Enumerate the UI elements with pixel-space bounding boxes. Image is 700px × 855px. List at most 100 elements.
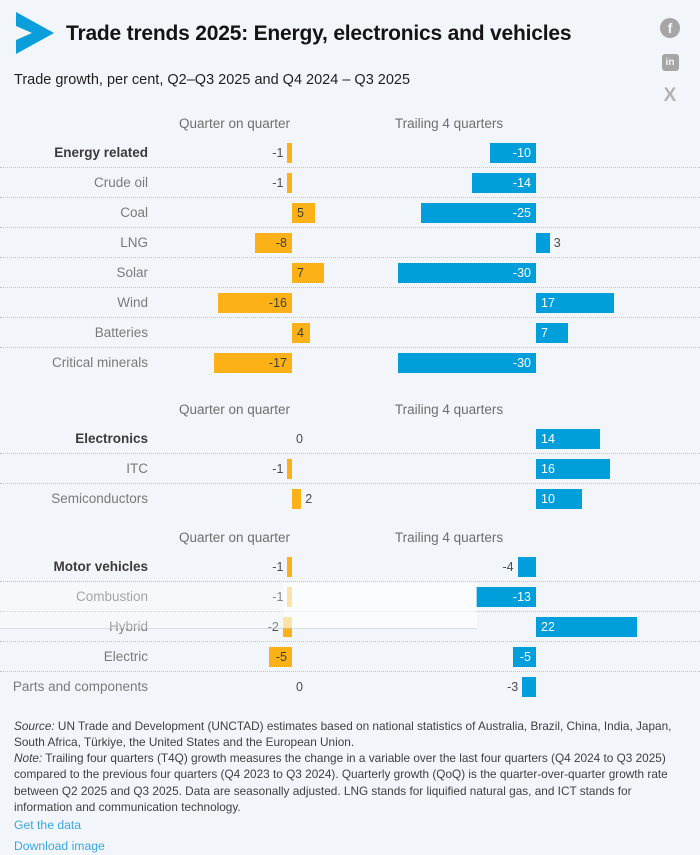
t4q-bar[interactable] (536, 323, 569, 343)
qoq-bar[interactable] (213, 353, 292, 373)
qoq-value-label: -8 (275, 236, 287, 250)
qoq-bar[interactable] (292, 203, 315, 223)
t4q-value-label: -13 (512, 590, 531, 604)
t4q-bar[interactable] (398, 263, 536, 283)
qoq-value-label: -1 (272, 176, 284, 190)
footer-links: Get the data Download image (14, 815, 692, 855)
qoq-bar[interactable] (269, 647, 292, 667)
qoq-value-label: -1 (272, 560, 284, 574)
t4q-value-label: 16 (541, 462, 555, 476)
category-label: Semiconductors (51, 491, 148, 506)
t4q-value-label: -4 (502, 560, 514, 574)
method-note: Note: Trailing four quarters (T4Q) growt… (14, 751, 668, 814)
column-headers: Quarter on quarter Trailing 4 quarters (0, 526, 700, 552)
t4q-bar[interactable] (536, 293, 615, 313)
t4q-value-label: -30 (512, 356, 531, 370)
chart-row: Energy related -1 -10 (0, 138, 700, 168)
chart-row: LNG -8 3 (0, 228, 700, 258)
category-label: Batteries (94, 325, 148, 340)
t4q-value-label: -30 (512, 266, 531, 280)
qoq-value-label: 5 (297, 206, 304, 220)
chart-row: Wind -16 17 (0, 288, 700, 318)
category-label: Solar (116, 265, 148, 280)
column-header-trailing-4-quarters: Trailing 4 quarters (394, 530, 504, 545)
t4q-value-label: -25 (512, 206, 531, 220)
qoq-value-label: -17 (268, 356, 287, 370)
qoq-value-label: -2 (267, 620, 279, 634)
t4q-bar[interactable] (522, 677, 536, 697)
t4q-bar[interactable] (471, 173, 536, 193)
chart-row: ITC -1 16 (0, 454, 700, 484)
category-label: ITC (126, 461, 148, 476)
t4q-bar[interactable] (517, 557, 536, 577)
category-label: Electronics (75, 431, 148, 446)
page-title: Trade trends 2025: Energy, electronics a… (66, 22, 572, 45)
qoq-bar[interactable] (287, 143, 292, 163)
t4q-value-label: 22 (541, 620, 555, 634)
category-label: Electric (103, 649, 148, 664)
qoq-value-label: 0 (296, 432, 303, 446)
category-label: Motor vehicles (53, 559, 148, 574)
t4q-bar[interactable] (513, 647, 536, 667)
column-header-quarter-on-quarter: Quarter on quarter (178, 530, 290, 545)
note-label: Note: (14, 751, 43, 766)
chart-row: Electric -5 -5 (0, 642, 700, 672)
get-the-data-link[interactable]: Get the data (14, 817, 82, 832)
category-label: Hybrid (108, 619, 148, 634)
t4q-bar[interactable] (490, 143, 536, 163)
linkedin-icon[interactable]: in (661, 54, 679, 71)
t4q-bar[interactable] (398, 353, 536, 373)
facebook-icon[interactable]: f (660, 18, 680, 38)
column-header-trailing-4-quarters: Trailing 4 quarters (394, 402, 504, 417)
t4q-bar[interactable] (536, 459, 610, 479)
qoq-bar[interactable] (282, 617, 292, 637)
t4q-value-label: -14 (512, 176, 531, 190)
chart-row: Solar 7 -30 (0, 258, 700, 288)
chart-section: Quarter on quarter Trailing 4 quarters Mot… (0, 526, 700, 702)
qoq-value-label: -16 (268, 296, 287, 310)
qoq-bar[interactable] (287, 459, 292, 479)
chart-section: Quarter on quarter Trailing 4 quarters Ene… (0, 112, 700, 378)
qoq-value-label: -1 (272, 146, 284, 160)
chart-row: Critical minerals -17 -30 (0, 348, 700, 378)
category-label: Crude oil (93, 175, 148, 190)
t4q-bar[interactable] (476, 587, 536, 607)
t4q-value-label: 10 (541, 492, 555, 506)
column-headers: Quarter on quarter Trailing 4 quarters (0, 398, 700, 424)
t4q-value-label: -3 (507, 680, 519, 694)
qoq-bar[interactable] (287, 587, 292, 607)
chart-row: Electronics 0 14 (0, 424, 700, 454)
column-header-quarter-on-quarter: Quarter on quarter (178, 116, 290, 131)
x-twitter-icon[interactable]: X (663, 85, 677, 106)
t4q-bar[interactable] (536, 233, 550, 253)
qoq-value-label: 0 (296, 680, 303, 694)
qoq-bar[interactable] (287, 173, 292, 193)
t4q-bar[interactable] (536, 489, 582, 509)
t4q-value-label: 7 (541, 326, 548, 340)
chart-row: Crude oil -1 -14 (0, 168, 700, 198)
category-label: Critical minerals (51, 355, 148, 370)
t4q-value-label: 3 (553, 236, 561, 250)
category-label: Parts and components (12, 679, 148, 694)
category-label: Coal (120, 205, 148, 220)
t4q-bar[interactable] (536, 617, 638, 637)
t4q-bar[interactable] (421, 203, 536, 223)
qoq-bar[interactable] (255, 233, 292, 253)
qoq-bar[interactable] (292, 323, 311, 343)
download-image-link[interactable]: Download image (14, 838, 105, 853)
qoq-value-label: 4 (297, 326, 304, 340)
qoq-value-label: 2 (305, 492, 313, 506)
source-note: Source: UN Trade and Development (UNCTAD… (14, 719, 672, 750)
qoq-bar[interactable] (287, 557, 292, 577)
t4q-value-label: -10 (512, 146, 531, 160)
qoq-bar[interactable] (292, 263, 325, 283)
category-label: Combustion (75, 589, 148, 604)
qoq-bar[interactable] (292, 489, 302, 509)
chart-row: Hybrid -2 22 (0, 612, 700, 642)
chart-row: Parts and components 0 -3 (0, 672, 700, 702)
column-headers: Quarter on quarter Trailing 4 quarters (0, 112, 700, 138)
t4q-bar[interactable] (536, 429, 601, 449)
chart-row: Motor vehicles -1 -4 (0, 552, 700, 582)
qoq-bar[interactable] (218, 293, 292, 313)
